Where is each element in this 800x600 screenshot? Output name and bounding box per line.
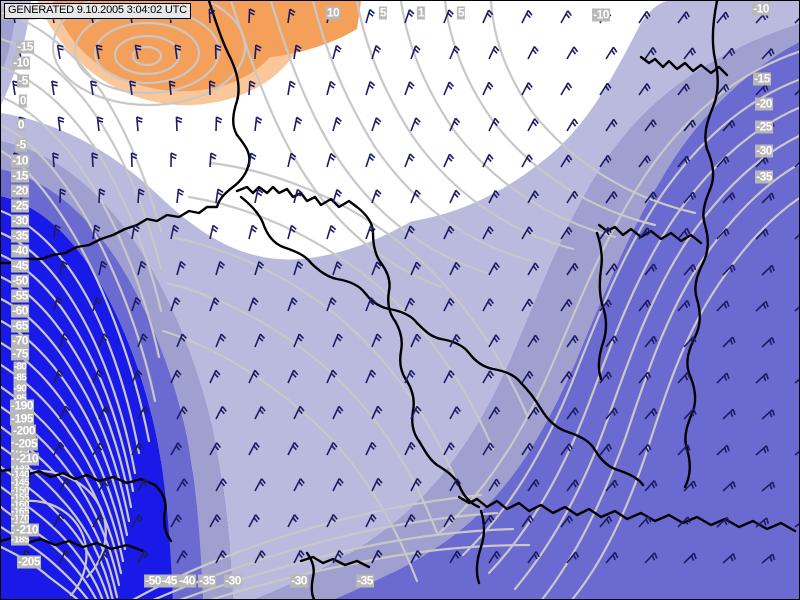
contour-label: -140 (10, 469, 30, 481)
contour-label: -35 (755, 169, 773, 184)
contour-label: -210 (14, 451, 40, 466)
contour-label: -70 (11, 333, 29, 348)
contour-label: -205 (16, 554, 42, 569)
contour-label: -65 (11, 318, 29, 333)
contour-label: -155 (10, 492, 30, 504)
contour-label: -25 (11, 198, 29, 213)
contour-label: 5 (456, 5, 466, 20)
contour-label: -40 (178, 573, 196, 588)
contour-label: -85 (13, 372, 27, 384)
contour-label: -170 (10, 513, 30, 525)
contour-label: -35 (356, 573, 374, 588)
contour-label: 1 (416, 5, 426, 20)
contour-label: -210 (14, 522, 40, 537)
contour-label: -50 (11, 273, 29, 288)
contour-label: -90 (13, 383, 27, 395)
contour-label: -5 (15, 137, 27, 152)
generated-timestamp: GENERATED 9.10.2005 3:04:02 UTC (4, 3, 191, 19)
contour-label: -190 (9, 398, 35, 413)
contour-label: -10 (11, 153, 29, 168)
contour-label: -35 (198, 573, 216, 588)
contour-label: -15 (16, 39, 34, 54)
contour-label: -35 (11, 228, 29, 243)
contour-label: -20 (11, 183, 29, 198)
contour-label: 5 (378, 5, 388, 20)
contour-label: -135 (10, 461, 30, 473)
contour-label: -30 (224, 573, 242, 588)
contour-label: -195 (9, 411, 35, 426)
contour-label: -20 (755, 96, 773, 111)
contour-label: -50 (144, 573, 162, 588)
contour-label: -10 (12, 55, 30, 70)
contour-label: -150 (10, 485, 30, 497)
contour-label: -200 (11, 423, 37, 438)
contour-label: -40 (11, 243, 29, 258)
contour-label: -30 (290, 573, 308, 588)
contour-label: -10 (752, 1, 770, 16)
contour-label: -160 (10, 499, 30, 511)
contour-label: -125 (10, 445, 30, 457)
contour-label: -15 (11, 168, 29, 183)
contour-label: -165 (10, 506, 30, 518)
contour-label: -145 (10, 477, 30, 489)
contour-label: -95 (13, 393, 27, 405)
contour-label: -45 (11, 258, 29, 273)
contour-label: -30 (755, 143, 773, 158)
contour-label: -15 (753, 71, 771, 86)
contour-label: -45 (160, 573, 178, 588)
contour-label: 0 (16, 117, 26, 132)
contour-label: -60 (11, 303, 29, 318)
contour-label: -205 (13, 436, 39, 451)
contour-label: -25 (755, 119, 773, 134)
contour-label: -5 (17, 73, 29, 88)
contour-label: 10 (325, 5, 341, 20)
contour-label: -30 (11, 213, 29, 228)
contour-label: -185 (10, 534, 30, 546)
contour-label: -55 (11, 288, 29, 303)
contour-label: -75 (11, 346, 29, 361)
contour-label: -80 (13, 361, 27, 373)
contour-label: -10 (592, 7, 610, 22)
contour-label: 0 (18, 93, 28, 108)
